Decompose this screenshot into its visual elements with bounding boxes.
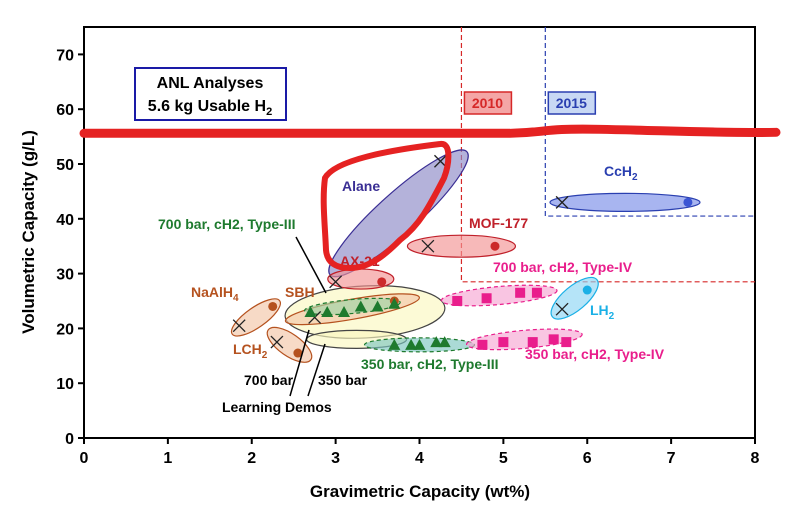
marker-type3 <box>321 305 334 317</box>
label-sbh: SBH <box>285 284 315 300</box>
target-boundary-2015 <box>544 27 755 217</box>
ellipse-cch2 <box>549 192 701 212</box>
marker-type3 <box>388 338 401 350</box>
label-700-type3: 700 bar, cH2, Type-III <box>158 216 295 232</box>
y-tick-label: 50 <box>56 157 74 174</box>
marker-cross <box>270 335 284 349</box>
axis-ticks: 0 1 2 3 4 5 6 7 8 0 10 20 30 40 50 60 70 <box>56 47 759 467</box>
cross-stroke <box>232 319 246 333</box>
marker-cross <box>421 239 435 253</box>
y-tick-label: 0 <box>65 431 74 448</box>
cross-stroke <box>434 154 447 168</box>
label-naalh4: NaAlH4 <box>191 284 239 304</box>
marker-type3 <box>338 305 351 317</box>
y-tick-label: 70 <box>56 47 74 64</box>
marker-type3 <box>304 305 317 317</box>
target-regions: 2010 2015 <box>460 27 755 283</box>
label-alane: Alane <box>342 178 380 194</box>
ellipse-mof177 <box>406 234 517 258</box>
x-axis-title: Gravimetric Capacity (wt%) <box>310 482 530 501</box>
hand-annotations <box>79 124 781 271</box>
marker-type4 <box>481 293 492 304</box>
marker-type3 <box>354 300 367 312</box>
cross-stroke <box>329 275 343 289</box>
marker-type3 <box>438 336 451 348</box>
label-mof177: MOF-177 <box>469 215 528 231</box>
x-tick-label: 3 <box>331 450 340 467</box>
marker-type3 <box>405 338 418 350</box>
target-label-2015: 2015 <box>556 95 587 111</box>
target-badge-2015 <box>547 91 597 115</box>
marker-dot <box>582 285 592 295</box>
marker-cross <box>555 302 569 316</box>
cross-stroke <box>421 239 435 253</box>
x-tick-label: 5 <box>499 450 508 467</box>
marker-type4 <box>527 337 538 348</box>
label-cch2: CcH2 <box>604 163 638 183</box>
label-learning-demos: Learning Demos <box>222 399 332 415</box>
x-tick-label: 4 <box>415 450 424 467</box>
y-tick-label: 20 <box>56 321 74 338</box>
legend-line1: ANL Analyses <box>157 75 264 92</box>
marker-type4 <box>477 339 488 350</box>
marker-type3 <box>388 297 401 309</box>
cross-stroke <box>555 195 569 209</box>
marker-dot <box>268 301 278 311</box>
label-demo-700: 700 bar <box>244 372 294 388</box>
marker-cross <box>232 319 246 333</box>
target-boundary-2010 <box>460 27 755 283</box>
target-badge-2010 <box>463 91 513 115</box>
label-700-type4: 700 bar, cH2, Type-IV <box>493 259 633 275</box>
x-tick-label: 7 <box>667 450 676 467</box>
marker-type3 <box>371 300 384 312</box>
marker-type4 <box>452 296 463 306</box>
marker-type4 <box>531 287 542 298</box>
y-tick-label: 30 <box>56 267 74 284</box>
marker-type3 <box>430 336 443 348</box>
x-tick-label: 2 <box>247 450 256 467</box>
y-tick-label: 10 <box>56 376 74 393</box>
marker-dot <box>293 348 303 358</box>
legend-line2: 5.6 kg Usable H2 <box>148 98 272 118</box>
marker-cross <box>555 195 569 209</box>
label-lh2: LH2 <box>590 302 615 322</box>
cross-stroke <box>555 302 569 316</box>
y-tick-label: 60 <box>56 102 74 119</box>
data-markers <box>232 154 693 358</box>
y-axis-title: Volumetric Capacity (g/L) <box>19 130 38 334</box>
marker-type4 <box>515 287 526 298</box>
label-demo-350: 350 bar <box>318 372 368 388</box>
legend-box: ANL Analyses 5.6 kg Usable H2 <box>134 67 287 121</box>
x-tick-label: 6 <box>583 450 592 467</box>
marker-type4 <box>561 337 572 348</box>
cross-stroke <box>308 310 322 324</box>
ellipse-naalh4 <box>230 298 281 337</box>
x-tick-label: 8 <box>751 450 760 467</box>
marker-type4 <box>548 334 559 345</box>
marker-type4 <box>498 337 509 348</box>
x-tick-label: 0 <box>80 450 89 467</box>
cross-stroke <box>270 335 284 349</box>
marker-cross <box>434 154 447 168</box>
alane-highlight-circle <box>320 141 452 271</box>
ellipse-350-type4 <box>465 328 583 351</box>
red-limit-line <box>79 124 781 139</box>
label-350-type4: 350 bar, cH2, Type-IV <box>525 346 665 362</box>
marker-cross <box>329 275 343 289</box>
ellipse-700-type4 <box>440 284 558 307</box>
marker-dot <box>377 277 387 287</box>
x-tick-label: 1 <box>163 450 172 467</box>
label-lch2: LCH2 <box>233 341 268 361</box>
target-label-2010: 2010 <box>472 95 503 111</box>
annotation-arrows <box>289 236 327 397</box>
marker-type3 <box>413 338 426 350</box>
y-tick-label: 40 <box>56 212 74 229</box>
marker-dot <box>490 241 500 251</box>
marker-dot <box>683 197 693 207</box>
label-350-type3: 350 bar, cH2, Type-III <box>361 356 498 372</box>
